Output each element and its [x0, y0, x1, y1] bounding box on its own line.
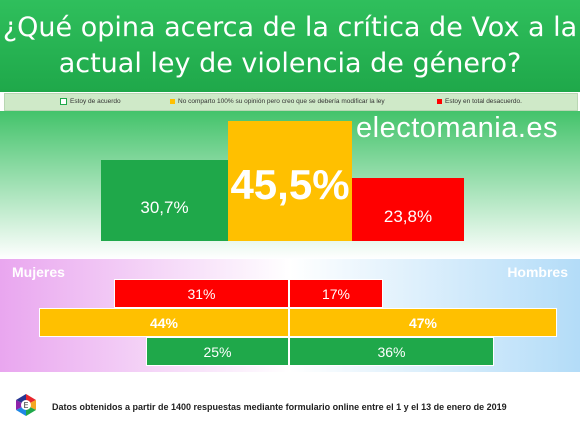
- bar-mujeres-agree: 25%: [146, 337, 289, 366]
- bar-mujeres-disagree-label: 31%: [187, 285, 216, 302]
- legend-item-modify: No comparto 100% su opinión pero creo qu…: [170, 98, 385, 105]
- bar-overall-disagree-label: 23,8%: [383, 206, 433, 226]
- legend-swatch-disagree: [437, 98, 442, 104]
- chart-title: ¿Qué opina acerca de la crítica de Vox a…: [0, 10, 580, 82]
- bar-mujeres-disagree: 31%: [114, 279, 289, 308]
- label-mujeres: Mujeres: [12, 264, 65, 280]
- legend: Estoy de acuerdo No comparto 100% su opi…: [4, 93, 578, 111]
- legend-item-agree: Estoy de acuerdo: [60, 98, 121, 105]
- label-hombres: Hombres: [507, 264, 568, 280]
- watermark: electomania.es: [356, 112, 559, 144]
- title-line-2: actual ley de violencia de género?: [58, 48, 522, 79]
- legend-swatch-agree: [60, 98, 67, 105]
- legend-item-disagree: Estoy en total desacuerdo.: [437, 98, 522, 105]
- bar-overall-disagree: 23,8%: [352, 178, 464, 241]
- legend-label-modify: No comparto 100% su opinión pero creo qu…: [178, 98, 385, 105]
- bar-overall-agree: 30,7%: [101, 160, 228, 241]
- bar-hombres-agree-label: 36%: [377, 343, 406, 360]
- bar-overall-modify: 45,5%: [228, 121, 352, 241]
- legend-label-disagree: Estoy en total desacuerdo.: [445, 98, 522, 105]
- bar-overall-agree-label: 30,7%: [140, 197, 189, 217]
- bar-mujeres-modify-label: 44%: [149, 314, 179, 331]
- legend-swatch-modify: [170, 98, 175, 104]
- footer-note: Datos obtenidos a partir de 1400 respues…: [52, 402, 507, 412]
- bar-hombres-disagree-label: 17%: [321, 285, 351, 302]
- bar-overall-modify-label: 45,5%: [230, 161, 350, 208]
- bar-hombres-modify-label: 47%: [408, 314, 438, 331]
- legend-label-agree: Estoy de acuerdo: [70, 98, 121, 106]
- title-banner: ¿Qué opina acerca de la crítica de Vox a…: [0, 0, 580, 92]
- bar-hombres-agree: 36%: [289, 337, 494, 366]
- title-line-1: ¿Qué opina acerca de la crítica de Vox a…: [2, 12, 578, 43]
- bar-mujeres-agree-label: 25%: [203, 343, 232, 360]
- bar-hombres-disagree: 17%: [289, 279, 383, 308]
- bar-hombres-modify: 47%: [289, 308, 557, 337]
- electomania-logo-icon: E: [16, 394, 36, 416]
- bar-mujeres-modify: 44%: [39, 308, 289, 337]
- svg-text:E: E: [23, 401, 28, 410]
